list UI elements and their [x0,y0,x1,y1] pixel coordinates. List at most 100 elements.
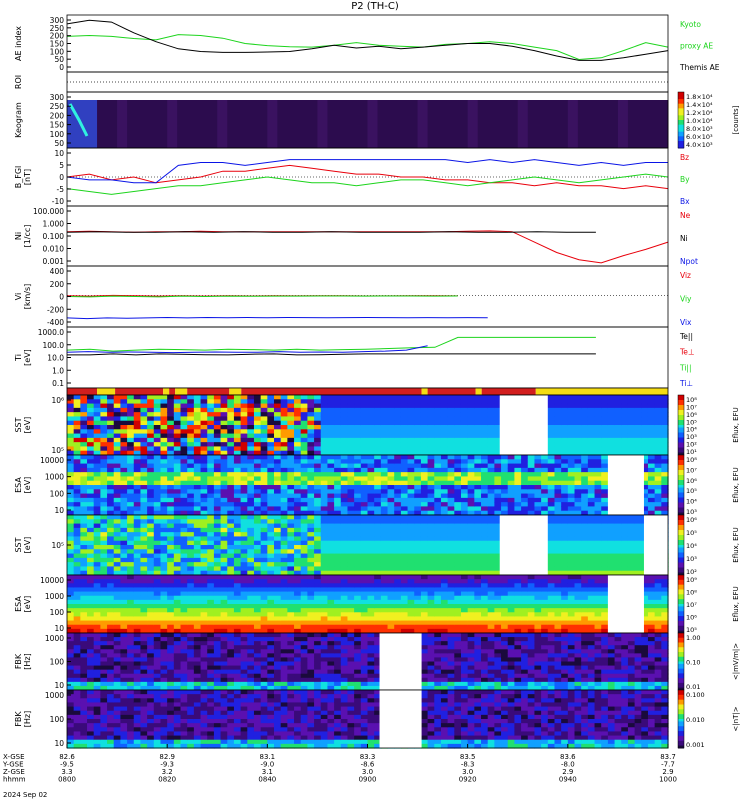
spectrogram-cell [454,549,462,555]
spectrogram-cell [634,540,642,546]
spectrogram-cell [133,575,142,580]
spectrogram-cell [80,416,88,422]
spectrogram-cell [193,502,202,508]
spectrogram-cell [213,502,222,508]
spectrogram-cell [494,566,502,572]
spectrogram-cell [414,579,422,584]
spectrogram-cell [247,425,255,430]
spectrogram-cell [427,485,435,490]
spectrogram-cell [113,476,122,482]
spectrogram-cell [567,549,576,555]
spectrogram-cell [120,412,128,418]
spectrogram-cell [467,437,475,443]
spectrogram-cell [300,467,308,473]
spectrogram-cell [467,472,475,478]
spectrogram-cell [213,506,222,512]
spectrogram-cell [394,399,402,405]
spectrogram-cell [240,566,248,572]
spectrogram-cell [601,433,609,439]
spectrogram-cell [647,420,656,426]
spectrogram-cell [654,510,662,516]
spectrogram-cell [67,579,75,584]
spectrogram-cell [327,620,335,626]
spectrogram-cell [207,416,215,422]
spectrogram-cell [233,459,242,465]
spectrogram-cell [187,493,195,499]
spectrogram-cell [347,420,355,426]
spectrogram-cell [160,519,168,525]
spectrogram-cell [360,515,369,520]
spectrogram-cell [374,557,382,563]
spectrogram-cell [601,446,609,452]
spectrogram-cell [133,485,142,490]
spectrogram-cell [213,407,222,413]
spectrogram-cell [173,502,182,508]
spectrogram-cell [454,407,462,413]
spectrogram-cell [460,599,469,605]
spectrogram-cell [287,455,295,460]
spectrogram-cell [300,425,308,430]
spectrogram-cell [300,523,308,529]
spectrogram-cell [267,540,275,546]
spectrogram-cell [280,523,288,529]
spectrogram-cell [267,437,275,443]
spectrogram-cell [307,472,315,478]
spectrogram-cell [487,566,495,572]
spectrogram-cell [207,557,215,563]
spectrogram-cell [407,467,415,473]
spectrogram-cell [287,587,295,593]
spectrogram-cell [240,510,248,516]
spectrogram-cell [460,515,469,520]
spectrogram-cell [207,591,215,597]
spectrogram-cell [274,566,282,572]
spectrogram-cell [233,570,242,576]
spectrogram-cell [307,557,315,563]
spectrogram-cell [407,399,415,405]
spectrogram-cell [474,395,482,400]
spectrogram-cell [587,467,596,473]
spectrogram-cell [380,416,389,422]
spectrogram-cell [394,532,402,538]
spectrogram-cell [87,540,95,546]
spectrogram-cell [127,575,135,580]
spectrogram-cell [233,497,242,503]
spectrogram-cell [207,536,215,542]
spectrogram-cell [67,587,75,593]
spectrogram-cell [567,510,576,516]
spectrogram-cell [307,425,315,430]
spectrogram-cell [594,463,602,469]
spectrogram-cell [654,463,662,469]
spectrogram-cell [113,566,122,572]
spectrogram-cell [120,616,128,622]
spectrogram-cell [300,459,308,465]
spectrogram-cell [581,527,589,533]
spectrogram-cell [227,553,235,559]
spectrogram-cell [267,604,275,609]
spectrogram-cell [394,489,402,495]
spectrogram-cell [460,442,469,448]
spectrogram-cell [360,545,369,550]
spectrogram-cell [153,437,162,443]
spectrogram-cell [100,455,108,460]
spectrogram-cell [334,527,342,533]
spectrogram-cell [240,557,248,563]
spectrogram-cell [374,407,382,413]
spectrogram-cell [574,549,582,555]
spectrogram-cell [153,395,162,400]
spectrogram-cell [454,450,462,456]
spectrogram-cell [574,429,582,435]
spectrogram-cell [414,476,422,482]
spectrogram-cell [147,472,155,478]
spectrogram-cell [80,420,88,426]
spectrogram-cell [440,420,449,426]
spectrogram-cell [280,437,288,443]
spectrogram-cell [200,545,208,550]
spectrogram-cell [100,450,108,456]
colorbar-cell [678,480,684,483]
spectrogram-cell [253,587,262,593]
spectrogram-cell [300,579,308,584]
spectrogram-cell [507,506,516,512]
colorbar-cell [678,490,684,493]
colorbar-label: Eflux, EFU [732,467,740,502]
spectrogram-cell [267,485,275,490]
